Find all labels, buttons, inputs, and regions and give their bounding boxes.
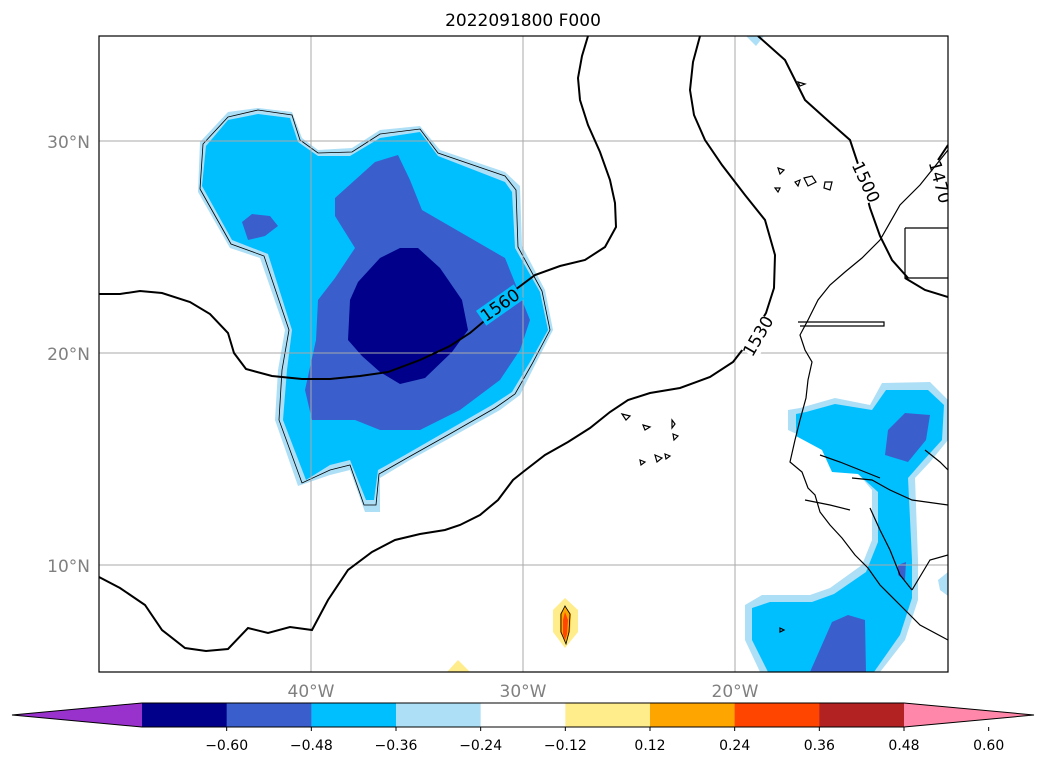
map-title: 2022091800 F000 [445,11,601,31]
colorbar: −0.60 −0.48 −0.36 −0.24 −0.12 0.12 0.24 0.36 0.4… [11,702,1035,754]
colorbar-tick-label: 0.12 [634,738,665,754]
coastlines [620,81,948,641]
colorbar-segment [480,703,566,727]
lat-label-10n: 10°N [47,557,90,577]
height-contours [99,36,948,653]
colorbar-tick-label: −0.12 [544,738,587,754]
colorbar-segment [142,703,228,727]
contour-label-1470: 1470 [924,159,955,206]
colorbar-segment [819,703,905,727]
map-frame [98,35,949,673]
colorbar-segment [396,703,482,727]
colorbar-extend-low [12,703,142,727]
colorbar-tick-label: 0.48 [888,738,919,754]
anomaly-field-positive [447,598,578,672]
colorbar-outline [11,702,1035,728]
colorbar-segment [311,703,397,727]
anomaly-field-east [745,36,948,672]
lon-label-20w: 20°W [712,682,759,702]
colorbar-segment [565,703,651,727]
lat-label-30n: 30°N [47,133,90,153]
colorbar-tick-label: −0.24 [459,738,502,754]
anomaly-field-main [198,108,553,512]
lat-label-20n: 20°N [47,345,90,365]
map-area: 1560 1530 1500 1470 [99,36,955,672]
colorbar-segment [734,703,820,727]
contour-1470 [904,277,948,298]
colorbar-tick-label: −0.36 [375,738,418,754]
lat-tick-labels: 30°N 20°N 10°N [47,133,90,577]
contour-1560 [99,36,618,380]
contour-label-1500: 1500 [847,159,883,207]
colorbar-tick-label: 0.24 [719,738,750,754]
contour-1500 [757,36,909,279]
colorbar-extend-high [904,703,1034,727]
colorbar-segment [650,703,736,727]
contour-1530 [99,36,777,653]
colorbar-segment [226,703,312,727]
lon-tick-labels: 40°W 30°W 20°W [288,682,759,702]
colorbar-tick-label: −0.48 [290,738,333,754]
colorbar-tick-label: 0.36 [804,738,835,754]
colorbar-tick-label: −0.60 [205,738,248,754]
lon-label-40w: 40°W [288,682,335,702]
lon-label-30w: 30°W [500,682,547,702]
colorbar-tick-label: 0.60 [973,738,1004,754]
